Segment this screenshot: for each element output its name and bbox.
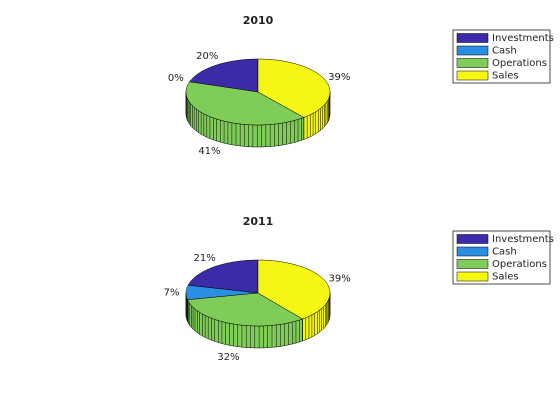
legend-swatch	[456, 70, 489, 81]
chart-title: 2010	[243, 14, 274, 27]
legend-swatch	[456, 271, 489, 282]
pie-slice	[185, 284, 259, 301]
pie-chart: 2010 20% 0% 41% 39% Investments CashOperations…	[168, 14, 554, 157]
legend-label: Cash	[492, 247, 517, 258]
legend-label: Operations	[492, 259, 547, 270]
pie-chart: 2011 21% 7% 32% 39% Investments CashOperations…	[164, 215, 554, 363]
legend-label: Cash	[492, 46, 517, 57]
data-label: 7%	[164, 287, 180, 298]
legend-label: Sales	[492, 272, 519, 283]
pie-slice	[189, 58, 259, 93]
legend-label: Investments	[492, 234, 554, 245]
chart-title: 2011	[243, 215, 274, 228]
legend-label: Investments	[492, 33, 554, 44]
pie-slice	[187, 292, 304, 327]
legend-swatch	[456, 58, 489, 68]
legend-label: Sales	[492, 71, 519, 82]
pie-slice	[185, 81, 305, 126]
data-label: 0%	[168, 73, 184, 84]
data-label: 39%	[329, 273, 351, 284]
pie-slice	[257, 58, 331, 118]
legend-swatch	[456, 234, 489, 244]
legend-swatch	[456, 33, 489, 43]
data-label: 39%	[328, 72, 350, 83]
pie-slice	[187, 259, 259, 294]
legend-label: Operations	[492, 58, 547, 69]
legend-swatch	[456, 45, 489, 56]
data-label: 32%	[217, 352, 239, 363]
data-label: 20%	[196, 51, 218, 62]
pie-slice	[257, 259, 331, 320]
legend-swatch	[456, 259, 489, 269]
legend-swatch	[456, 246, 489, 257]
data-label: 21%	[193, 253, 215, 264]
data-label: 41%	[198, 146, 220, 157]
